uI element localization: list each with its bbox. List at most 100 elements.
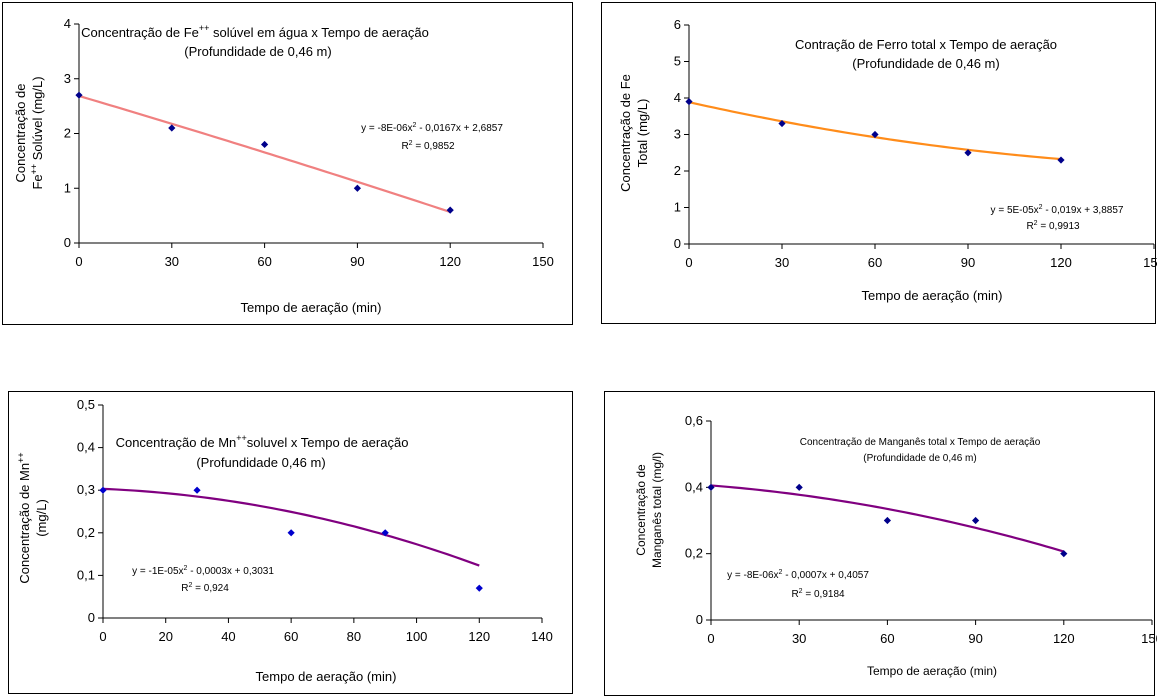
r-squared: R2 = 0,924	[181, 582, 229, 594]
x-axis-label: Tempo de aeração (min)	[241, 300, 382, 315]
x-tick-label: 60	[880, 631, 894, 646]
y-tick-label: 1	[674, 200, 681, 215]
x-tick-label: 80	[347, 629, 361, 644]
data-point	[778, 119, 786, 128]
y-axis: 0 0,2 0,4 0,6	[685, 413, 712, 627]
trend-equation: y = -8E-06x2 - 0,0167x + 2,6857	[361, 122, 503, 134]
x-tick-label: 140	[531, 629, 553, 644]
data-point	[1060, 550, 1068, 558]
chart-svg: 0 0,2 0,4 0,6 0 30 60 90 120 150 Concentração de…	[634, 413, 1157, 678]
trendline	[688, 101, 1062, 161]
x-tick-label: 120	[1050, 255, 1072, 270]
chart-panel-fe-soluvel: 0 1 2 3 4 0 30 60 90 120 150 Concentração de Fe++…	[2, 2, 573, 325]
data-point	[871, 130, 879, 139]
y-tick-label: 0,2	[77, 525, 95, 540]
y-tick-label: 2	[674, 163, 681, 178]
y-axis-label-line2: (mg/L)	[34, 499, 49, 537]
y-tick-label: 0	[696, 612, 703, 627]
chart-svg: 0 0,1 0,2 0,3 0,4 0,5 0 20 40 60 80 100 120 140 Conc…	[16, 397, 553, 684]
y-tick-label: 0	[88, 610, 95, 625]
trendline-curve	[102, 487, 480, 567]
chart-subtitle: (Profundidade de 0,46 m)	[852, 56, 999, 71]
x-tick-label: 90	[350, 254, 364, 269]
y-tick-label: 3	[674, 127, 681, 142]
x-axis-label: Tempo de aeração (min)	[867, 664, 997, 678]
x-tick-label: 30	[792, 631, 806, 646]
chart-subtitle: (Profundidade de 0,46 m)	[863, 453, 976, 464]
data-point	[1057, 156, 1065, 164]
x-tick-label: 150	[1141, 631, 1157, 646]
x-tick-label: 60	[257, 254, 271, 269]
chart-panel-mn-soluvel: 0 0,1 0,2 0,3 0,4 0,5 0 20 40 60 80 100 120 140 Conc…	[8, 391, 573, 694]
x-tick-label: 0	[707, 631, 714, 646]
x-tick-label: 60	[868, 255, 882, 270]
x-axis-label: Tempo de aeração (min)	[862, 288, 1003, 303]
chart-subtitle: (Profundidade de 0,46 m)	[184, 44, 331, 59]
chart-svg: 0 1 2 3 4 5 6 0 30 60 90 120 150 Contração de Ferro…	[618, 17, 1157, 303]
x-axis: 0 30 60 90 120 150	[685, 243, 1157, 270]
y-axis-label-line1: Concentração de	[634, 464, 648, 556]
r-squared: R2 = 0,9913	[1026, 220, 1080, 232]
y-axis-label-line1: Concentração de Fe	[618, 74, 633, 192]
trendline-curve	[688, 101, 1062, 161]
y-tick-label: 0,2	[685, 546, 703, 561]
data-point	[99, 486, 107, 494]
x-tick-label: 30	[775, 255, 789, 270]
x-tick-label: 60	[284, 629, 298, 644]
y-axis: 0 1 2 3 4 5 6	[674, 17, 690, 251]
trendline	[710, 484, 1065, 553]
trendline-curve	[78, 94, 451, 214]
chart-subtitle: (Profundidade 0,46 m)	[196, 455, 325, 470]
y-tick-label: 0,4	[685, 479, 703, 494]
chart-title: Concentração de Manganês total x Tempo d…	[800, 437, 1041, 448]
data-point	[193, 486, 201, 494]
x-tick-label: 0	[685, 255, 692, 270]
data-point	[75, 91, 83, 99]
r-squared: R2 = 0,9184	[791, 588, 845, 600]
y-tick-label: 5	[674, 54, 681, 69]
trendline	[102, 487, 480, 567]
x-tick-label: 90	[968, 631, 982, 646]
x-tick-label: 90	[961, 255, 975, 270]
data-point	[381, 529, 389, 537]
x-tick-label: 0	[75, 254, 82, 269]
trend-equation: y = 5E-05x2 - 0,019x + 3,8857	[991, 204, 1124, 216]
x-tick-label: 30	[165, 254, 179, 269]
y-tick-label: 0,3	[77, 482, 95, 497]
chart-title: Concentração de Fe++ solúvel em água x T…	[81, 23, 429, 40]
data-point	[475, 584, 483, 592]
trendline-curve	[710, 484, 1065, 553]
x-tick-label: 150	[1143, 255, 1157, 270]
y-axis-label-line2: Fe++ Solúvel (mg/L)	[29, 76, 45, 189]
x-axis-label: Tempo de aeração (min)	[256, 669, 397, 684]
chart-svg: 0 1 2 3 4 0 30 60 90 120 150 Concentração de Fe++…	[13, 16, 554, 315]
x-tick-label: 120	[468, 629, 490, 644]
data-point	[972, 516, 980, 525]
x-tick-label: 40	[221, 629, 235, 644]
x-tick-label: 0	[99, 629, 106, 644]
y-axis: 0 0,1 0,2 0,3 0,4 0,5	[77, 397, 104, 625]
trend-equation: y = -8E-06x2 - 0,0007x + 0,4057	[727, 569, 869, 581]
y-tick-label: 0,5	[77, 397, 95, 412]
x-tick-label: 20	[158, 629, 172, 644]
r-squared: R2 = 0,9852	[401, 140, 455, 152]
y-tick-label: 3	[64, 71, 71, 86]
chart-title: Contração de Ferro total x Tempo de aera…	[795, 37, 1057, 52]
trendline	[78, 94, 451, 214]
data-point	[795, 483, 803, 491]
y-axis: 0 1 2 3 4	[64, 16, 80, 250]
data-point	[287, 529, 295, 537]
data-points	[707, 483, 1068, 558]
y-tick-label: 0,6	[685, 413, 703, 428]
x-tick-label: 100	[406, 629, 428, 644]
x-axis: 0 30 60 90 120 150	[75, 242, 554, 269]
data-point	[685, 98, 693, 106]
y-tick-label: 0,1	[77, 567, 95, 582]
y-axis-label-line2: Total (mg/L)	[635, 99, 650, 168]
data-point	[168, 124, 176, 132]
y-tick-label: 1	[64, 180, 71, 195]
x-tick-label: 120	[1053, 631, 1075, 646]
data-point	[261, 140, 269, 149]
data-point	[883, 516, 891, 525]
y-axis-label-line1: Concentração de	[13, 83, 28, 182]
